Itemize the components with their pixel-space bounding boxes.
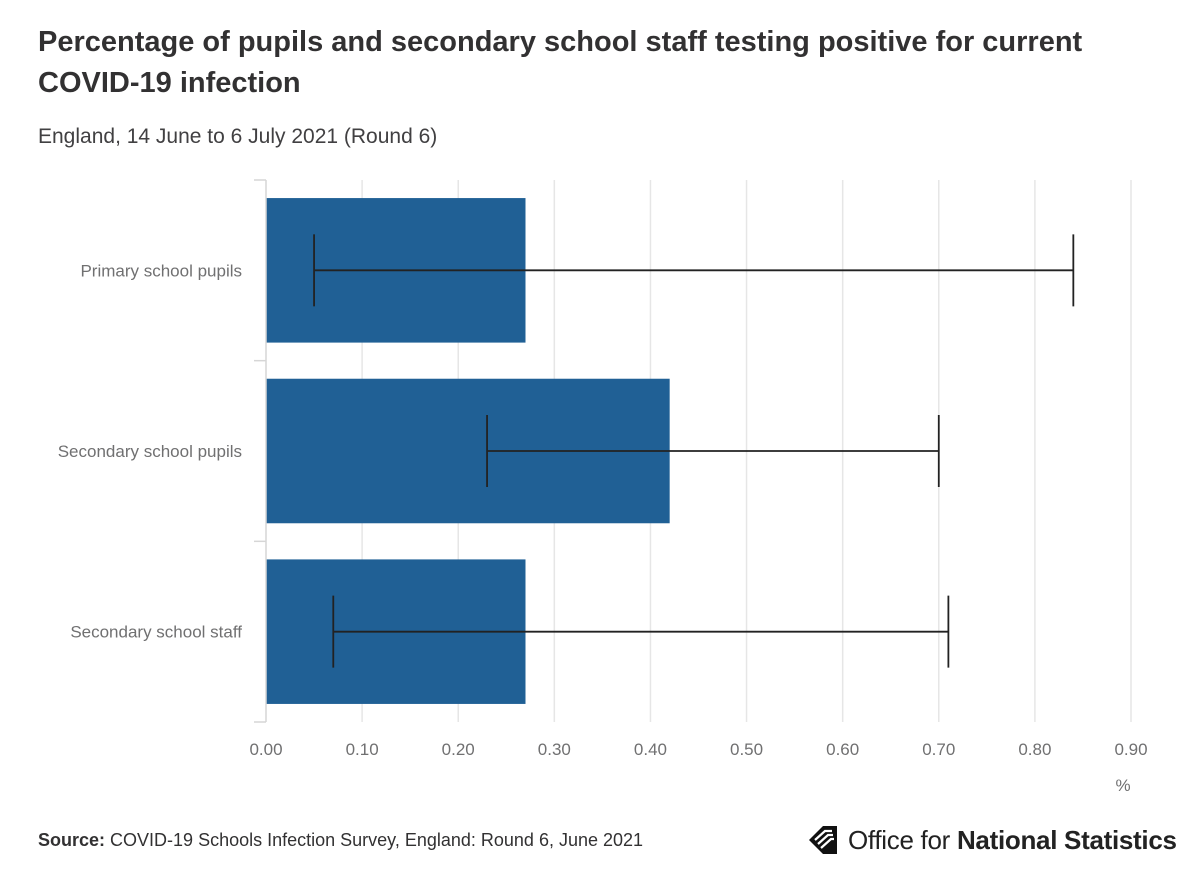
x-tick-label-0.10: 0.10 xyxy=(346,740,379,759)
x-tick-label-0.70: 0.70 xyxy=(922,740,955,759)
error-bars xyxy=(313,234,1075,668)
x-tick-label-0.80: 0.80 xyxy=(1018,740,1051,759)
x-tick-label-0.40: 0.40 xyxy=(634,740,667,759)
bar-chart: 0.00 0.10 0.20 0.30 0.40 0.50 0.60 0.70 0.80 0.90… xyxy=(58,179,1148,795)
source-text: COVID-19 Schools Infection Survey, Engla… xyxy=(110,830,644,850)
y-category-label-1: Secondary school pupils xyxy=(58,442,242,461)
chart-subtitle: England, 14 June to 6 July 2021 (Round 6… xyxy=(38,125,438,148)
x-tick-label-0.60: 0.60 xyxy=(826,740,859,759)
x-tick-label-0.50: 0.50 xyxy=(730,740,763,759)
x-tick-label-0.20: 0.20 xyxy=(442,740,475,759)
source-label: Source: xyxy=(38,830,106,850)
ons-logo-icon xyxy=(809,826,837,854)
ons-logo[interactable]: Office for National Statistics xyxy=(806,820,1177,860)
x-tick-label-0.00: 0.00 xyxy=(249,740,282,759)
x-tick-label-0.30: 0.30 xyxy=(538,740,571,759)
chart-title: Percentage of pupils and secondary schoo… xyxy=(38,26,1083,99)
y-category-label-2: Secondary school staff xyxy=(70,623,242,642)
source-note: Source: COVID-19 Schools Infection Surve… xyxy=(38,830,643,851)
ons-logo-text: Office for National Statistics xyxy=(848,824,1177,855)
axes: 0.00 0.10 0.20 0.30 0.40 0.50 0.60 0.70 0.80 0.90… xyxy=(58,179,1148,795)
x-tick-label-0.90: 0.90 xyxy=(1114,740,1147,759)
y-category-label-0: Primary school pupils xyxy=(80,261,242,280)
x-axis-label: % xyxy=(1115,776,1130,795)
